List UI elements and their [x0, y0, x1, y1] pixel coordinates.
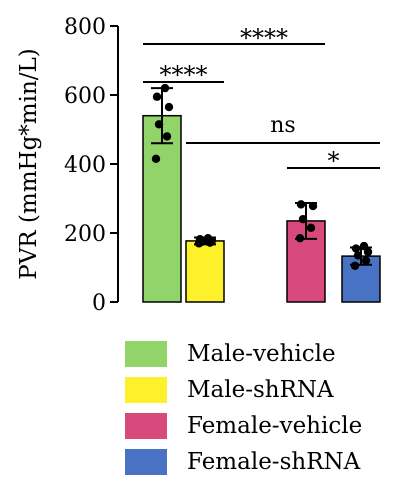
data-point [195, 235, 205, 244]
legend: Male-vehicle Male-shRNA Female-vehicle F… [125, 336, 362, 480]
data-point [151, 154, 161, 164]
data-point [164, 102, 174, 112]
legend-item: Male-shRNA [125, 372, 362, 408]
significance-label: * [328, 147, 340, 175]
significance-label: **** [240, 24, 288, 52]
data-point [353, 251, 363, 260]
data-point [154, 120, 164, 129]
data-point [298, 215, 308, 224]
data-point [152, 92, 162, 101]
data-point [160, 83, 170, 93]
bar [185, 240, 225, 303]
legend-item: Male-vehicle [125, 336, 362, 372]
legend-item: Female-vehicle [125, 408, 362, 444]
legend-item: Female-shRNA [125, 444, 362, 480]
y-tick-label: 0 [92, 291, 106, 316]
data-point [359, 241, 369, 251]
significance-label: **** [160, 61, 208, 89]
y-axis-label: PVR (mmHg*min/L) [16, 48, 42, 280]
significance-label: ns [270, 113, 295, 138]
legend-label: Female-shRNA [187, 449, 361, 475]
data-point [308, 201, 318, 211]
legend-label: Male-vehicle [187, 341, 336, 367]
data-point [351, 244, 361, 253]
legend-label: Female-vehicle [187, 413, 363, 439]
data-point [296, 200, 306, 209]
legend-swatch-female-shrna [125, 449, 167, 475]
data-point [306, 223, 316, 233]
y-tick-label: 600 [64, 84, 106, 109]
y-tick-label: 200 [64, 222, 106, 247]
chart: 0 200 400 600 800 PVR (mmHg*min/L) **** **** ns * [16, 15, 381, 316]
data-point [203, 233, 213, 243]
bar [142, 114, 182, 303]
data-point [350, 261, 360, 270]
data-point [363, 247, 373, 257]
data-point [162, 132, 172, 141]
data-point [295, 233, 305, 243]
legend-label: Male-shRNA [187, 377, 334, 403]
y-tick-label: 400 [64, 153, 106, 178]
data-point [361, 256, 371, 265]
legend-swatch-male-shrna [125, 377, 167, 403]
y-tick-label: 800 [64, 15, 106, 40]
legend-swatch-male-vehicle [125, 341, 167, 367]
legend-swatch-female-vehicle [125, 413, 167, 439]
